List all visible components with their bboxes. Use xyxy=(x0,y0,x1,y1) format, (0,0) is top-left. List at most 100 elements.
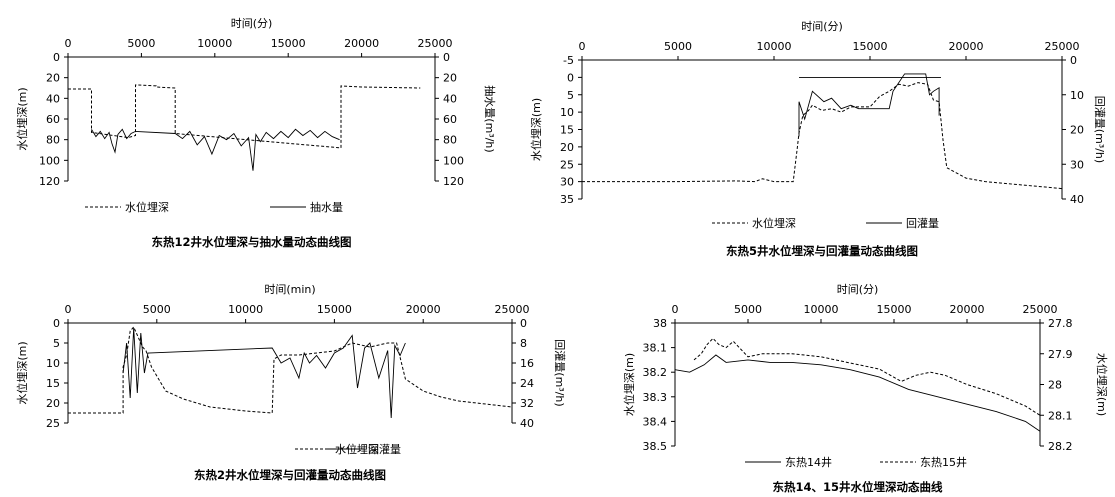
chart-dongre12: 0 5000 10000 15000 20000 25000 时间(分) 0 20 40 60 80 1… xyxy=(15,17,497,249)
y-tick-label-left: 38.1 xyxy=(643,342,668,355)
y-tick-label-right: 8 xyxy=(520,337,527,350)
y-tick-label-right: 28 xyxy=(1048,379,1062,392)
y-axis-title-right: 抽水量(m³/h) xyxy=(483,85,497,152)
x-tick-label: 10000 xyxy=(804,303,839,316)
y-tick-label-right: 27.9 xyxy=(1048,348,1073,361)
x-axis-title: 时间(min) xyxy=(264,283,315,296)
x-tick-label: 25000 xyxy=(495,303,530,316)
x-tick-label: 10000 xyxy=(757,40,792,53)
x-tick-label: 5000 xyxy=(664,40,692,53)
y-axis-title-left: 水位埋深(m) xyxy=(622,353,636,416)
y-tick-label-right: 40 xyxy=(1070,193,1084,206)
x-tick-label: 25000 xyxy=(1023,303,1058,316)
x-tick-label: 20000 xyxy=(344,37,379,50)
series-line xyxy=(582,82,1063,190)
y-tick-label-left: 20 xyxy=(46,397,60,410)
x-axis-title: 时间(分) xyxy=(801,20,843,33)
y-tick-label-left: 60 xyxy=(46,113,60,126)
y-tick-label-right: 16 xyxy=(520,357,534,370)
y-tick-label-right: 24 xyxy=(520,377,534,390)
legend-label: 东热14井 xyxy=(785,455,832,469)
y-tick-label-right: 0 xyxy=(520,317,527,330)
chart-dongre2: 0 5000 10000 15000 20000 25000 时间(min) 0 5 10 15 20… xyxy=(15,283,566,482)
y-tick-label-left: 38.2 xyxy=(643,366,668,379)
legend-label: 东热15井 xyxy=(920,455,967,469)
x-tick-label: 0 xyxy=(65,37,72,50)
y-tick-label-left: 0 xyxy=(53,317,60,330)
x-tick-label: 15000 xyxy=(271,37,306,50)
x-tick-label: 0 xyxy=(672,303,679,316)
series-line xyxy=(674,354,1041,432)
x-axis-title: 时间(分) xyxy=(231,17,273,30)
x-tick-label: 0 xyxy=(65,303,72,316)
x-tick-label: 15000 xyxy=(877,303,912,316)
x-tick-label: 5000 xyxy=(143,303,171,316)
y-axis-title-right: 回灌量(m³/h) xyxy=(553,339,566,406)
y-tick-label-right: 28.1 xyxy=(1048,409,1073,422)
y-tick-label-left: 120 xyxy=(39,175,60,188)
y-tick-label-left: 38.3 xyxy=(643,391,668,404)
y-axis-title-left: 水位埋深(m) xyxy=(15,341,29,404)
x-tick-label: 0 xyxy=(579,40,586,53)
y-tick-label-right: 28.2 xyxy=(1048,440,1073,453)
series-line xyxy=(91,128,340,171)
chart-dongre5: 0 5000 10000 15000 20000 25000 时间(分) -5 0 5 10 15 20… xyxy=(529,20,1106,258)
y-tick-label-left: 30 xyxy=(560,176,574,189)
y-tick-label-left: 38 xyxy=(653,317,667,330)
x-tick-label: 10000 xyxy=(197,37,232,50)
series-line xyxy=(693,337,1041,416)
y-tick-label-left: 40 xyxy=(46,92,60,105)
y-axis-title-right: 回灌量(m³/h) xyxy=(1093,96,1106,163)
legend-label: 回灌量 xyxy=(906,217,939,230)
x-tick-label: 20000 xyxy=(950,303,985,316)
x-tick-label: 25000 xyxy=(418,37,453,50)
series-line xyxy=(798,73,940,137)
x-tick-label: 25000 xyxy=(1045,40,1080,53)
x-tick-label: 10000 xyxy=(228,303,263,316)
legend-label: 水位埋深 xyxy=(752,216,796,230)
y-tick-label-right: 40 xyxy=(520,417,534,430)
chart-title: 东热14、15井水位埋深动态曲线 xyxy=(772,480,943,494)
y-tick-label-right: 20 xyxy=(1070,124,1084,137)
y-tick-label-right: 10 xyxy=(1070,89,1084,102)
y-tick-label-left: 5 xyxy=(567,89,574,102)
y-tick-label-left: 20 xyxy=(560,141,574,154)
x-axis-title: 时间(分) xyxy=(837,283,879,296)
y-tick-label-left: 25 xyxy=(46,417,60,430)
x-tick-label: 15000 xyxy=(317,303,352,316)
chart-title: 东热12井水位埋深与抽水量动态曲线图 xyxy=(151,235,351,249)
y-axis-title-left: 水位埋深(m) xyxy=(529,98,543,161)
y-tick-label-left: 35 xyxy=(560,193,574,206)
chart-dongre14-15: 0 5000 10000 15000 20000 25000 时间(分) 38 38.1 38.2… xyxy=(622,283,1109,494)
y-tick-label-right: 40 xyxy=(443,92,457,105)
y-tick-label-left: 0 xyxy=(53,51,60,64)
y-tick-label-left: 25 xyxy=(560,158,574,171)
y-tick-label-right: 100 xyxy=(443,154,464,167)
series-line xyxy=(122,327,406,419)
x-tick-label: 5000 xyxy=(127,37,155,50)
y-tick-label-left: 10 xyxy=(560,106,574,119)
y-tick-label-right: 120 xyxy=(443,175,464,188)
y-axis-title-left: 水位埋深(m) xyxy=(15,87,29,150)
chart-title: 东热5井水位埋深与回灌量动态曲线图 xyxy=(726,244,918,258)
y-tick-label-right: 32 xyxy=(520,397,534,410)
y-tick-label-right: 27.8 xyxy=(1048,317,1073,330)
y-tick-label-left: 5 xyxy=(53,337,60,350)
y-tick-label-left: -5 xyxy=(563,54,574,67)
y-tick-label-right: 80 xyxy=(443,134,457,147)
y-tick-label-left: 38.5 xyxy=(643,440,668,453)
x-tick-label: 20000 xyxy=(406,303,441,316)
y-tick-label-left: 15 xyxy=(560,124,574,137)
legend-label: 回灌量 xyxy=(368,443,401,456)
y-axis-title-right: 水位埋深(m) xyxy=(1095,353,1109,416)
series-line xyxy=(68,84,421,149)
y-tick-label-right: 20 xyxy=(443,72,457,85)
x-tick-label: 20000 xyxy=(949,40,984,53)
legend-label: 水位埋深 xyxy=(125,200,169,214)
y-tick-label-right: 60 xyxy=(443,113,457,126)
chart-title: 东热2井水位埋深与回灌量动态曲线图 xyxy=(194,468,386,482)
y-tick-label-left: 100 xyxy=(39,154,60,167)
y-tick-label-left: 10 xyxy=(46,357,60,370)
legend-label: 抽水量 xyxy=(310,200,343,214)
